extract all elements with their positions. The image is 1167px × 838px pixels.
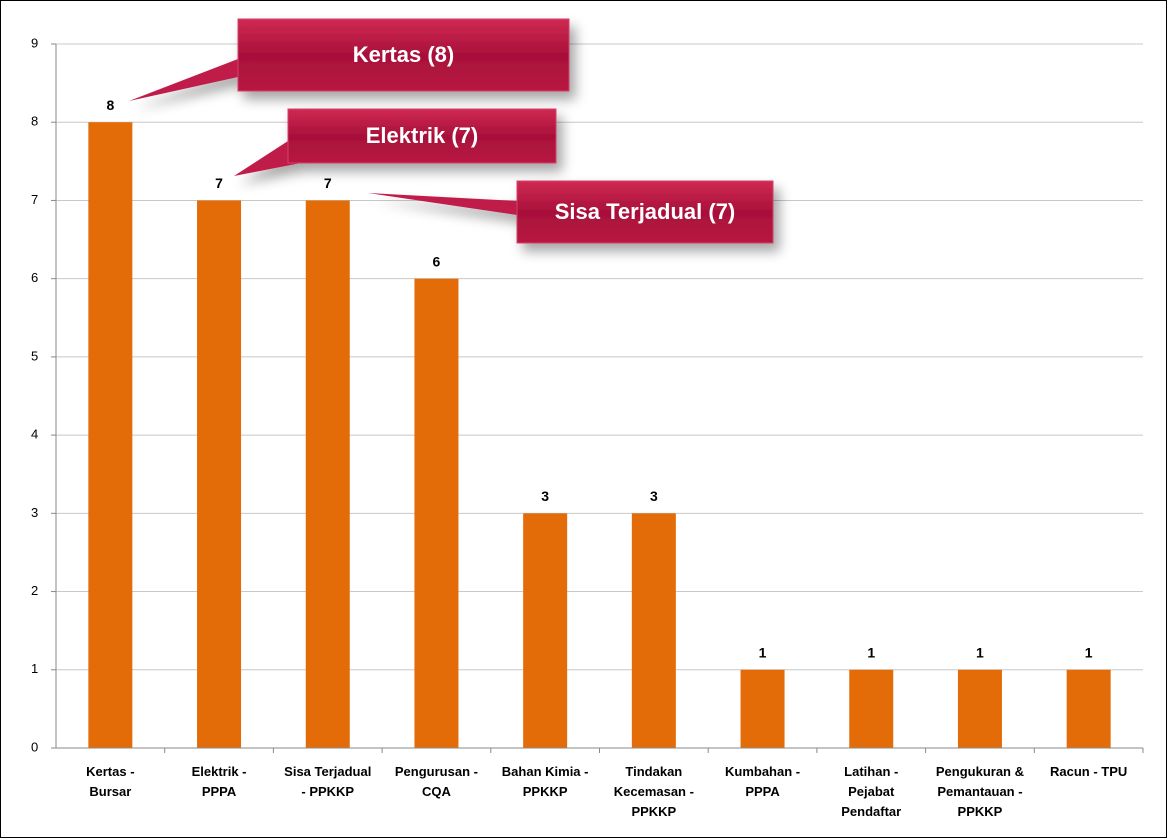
bar: [414, 278, 459, 748]
y-tick-label: 7: [31, 192, 38, 207]
data-label: 1: [759, 644, 767, 660]
callout: [234, 108, 557, 176]
data-label: 8: [106, 97, 114, 113]
y-tick-label: 6: [31, 270, 38, 285]
y-tick-label: 4: [31, 427, 38, 442]
data-label: 7: [215, 175, 223, 191]
bar: [1066, 669, 1111, 748]
bar: [740, 669, 785, 748]
x-tick-label: Kertas - Bursar: [86, 764, 135, 799]
y-tick-label: 2: [31, 583, 38, 598]
x-tick-label: Pengukuran & Pemantauan - PPKKP: [935, 764, 1024, 819]
x-tick-label: Kumbahan - PPPA: [724, 764, 801, 799]
data-label: 3: [541, 488, 549, 504]
callout-box: [287, 108, 557, 164]
callout-pointer: [368, 193, 517, 215]
callout: [368, 180, 774, 244]
y-tick-label: 3: [31, 505, 38, 520]
x-tick-label: Tindakan Kecemasan - PPKKP: [613, 764, 694, 819]
callout-pointer: [129, 59, 238, 101]
callout: [129, 18, 570, 101]
callout-text: Kertas (8): [353, 42, 454, 67]
callout-box: [516, 180, 774, 244]
callout-text: Elektrik (7): [366, 123, 479, 148]
x-tick-label: Elektrik - PPPA: [191, 764, 247, 799]
data-label: 3: [650, 488, 658, 504]
data-label: 1: [867, 644, 875, 660]
bar: [523, 513, 568, 748]
bar: [88, 122, 133, 748]
data-label: 6: [433, 253, 441, 269]
bar: [197, 200, 242, 748]
x-tick-label: Pengurusan - CQA: [394, 764, 478, 799]
callout-text: Sisa Terjadual (7): [555, 199, 736, 224]
x-tick-label: Sisa Terjadual - PPKKP: [284, 764, 372, 799]
y-tick-label: 9: [31, 35, 38, 50]
bar: [849, 669, 894, 748]
y-tick-label: 0: [31, 739, 38, 754]
bar: [631, 513, 676, 748]
y-tick-label: 8: [31, 114, 38, 129]
data-label: 1: [976, 644, 984, 660]
y-tick-label: 1: [31, 661, 38, 676]
x-tick-label: Racun - TPU: [1049, 764, 1128, 779]
callout-pointer: [234, 141, 301, 176]
data-label: 1: [1085, 644, 1093, 660]
y-tick-label: 5: [31, 348, 38, 363]
bar: [957, 669, 1002, 748]
callout-box: [237, 18, 570, 92]
x-tick-label: Bahan Kimia - PPKKP: [501, 764, 589, 799]
data-label: 7: [324, 175, 332, 191]
x-tick-label: Latihan - Pejabat Pendaftar: [841, 764, 902, 819]
bar: [305, 200, 350, 748]
